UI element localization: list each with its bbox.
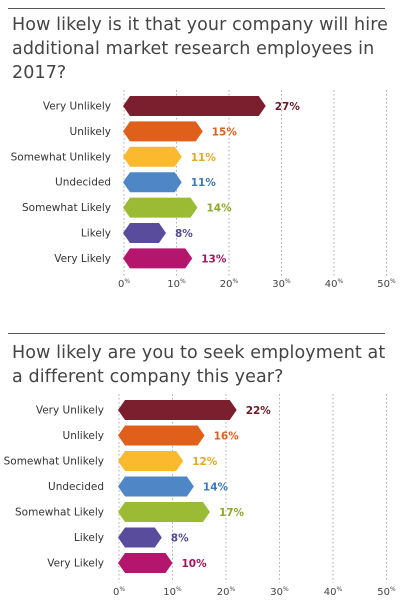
category-label: Undecided	[55, 177, 111, 189]
x-tick-label: 10%	[163, 586, 182, 598]
x-tick-label: 40%	[325, 278, 344, 290]
data-label: 16%	[214, 431, 240, 443]
data-label: 14%	[207, 203, 233, 215]
x-tick-label: 50%	[377, 586, 396, 598]
data-label: 13%	[201, 253, 227, 265]
data-label: 17%	[219, 507, 245, 519]
category-label: Very Unlikely	[36, 405, 104, 417]
category-label: Somewhat Likely	[22, 202, 111, 214]
bar	[123, 146, 182, 167]
data-label: 10%	[182, 558, 208, 570]
category-label: Very Likely	[47, 558, 104, 570]
x-tick-label: 30%	[272, 278, 291, 290]
category-label: Unlikely	[70, 126, 111, 138]
data-label: 11%	[191, 152, 217, 164]
bar	[118, 476, 194, 497]
bar	[123, 197, 198, 218]
category-label: Likely	[81, 228, 111, 240]
x-tick-label: 20%	[220, 278, 239, 290]
chart-2-plot: 0% 10% 20% 30% 40% 50% Very Unlikely 22% Unlikel…	[4, 394, 396, 598]
category-label: Somewhat Likely	[15, 507, 104, 519]
data-label: 15%	[212, 126, 238, 138]
data-label: 8%	[175, 228, 193, 240]
bar	[118, 502, 210, 522]
data-label: 22%	[246, 405, 272, 417]
category-label: Likely	[74, 532, 104, 544]
data-label: 12%	[192, 456, 218, 468]
bar	[118, 451, 184, 471]
bar	[118, 553, 173, 573]
bar	[123, 121, 203, 142]
x-tick-label: 40%	[324, 586, 343, 598]
top-rule	[8, 8, 385, 9]
chart-2-title: How likely are you to seek employment at…	[12, 343, 386, 387]
category-label: Undecided	[48, 481, 104, 493]
x-tick-label: 50%	[377, 278, 396, 290]
category-label: Very Likely	[54, 253, 111, 265]
data-label: 27%	[275, 101, 301, 113]
chart-1-plot: 0% 10% 20% 30% 40% 50% Very Unlikely 27% Unlikel…	[11, 90, 396, 290]
data-label: 14%	[203, 482, 229, 494]
category-label: Very Unlikely	[43, 101, 111, 113]
section-divider-rule	[8, 333, 385, 334]
bar	[118, 425, 205, 446]
category-label: Somewhat Unlikely	[11, 151, 111, 163]
category-label: Somewhat Unlikely	[4, 456, 104, 468]
x-tick-label: 20%	[217, 586, 236, 598]
data-label: 11%	[191, 177, 217, 189]
x-tick-label: 0%	[113, 586, 125, 598]
x-tick-label: 30%	[270, 586, 289, 598]
bar	[123, 223, 166, 243]
data-label: 8%	[171, 533, 189, 545]
bar	[118, 400, 237, 420]
bar	[118, 527, 162, 548]
category-label: Unlikely	[63, 430, 104, 442]
x-tick-label: 10%	[167, 278, 186, 290]
x-tick-label: 0%	[118, 278, 130, 290]
chart-1-title: How likely is it that your company will …	[12, 15, 388, 83]
bar	[123, 172, 182, 193]
bar	[123, 96, 266, 116]
bar	[123, 248, 193, 269]
